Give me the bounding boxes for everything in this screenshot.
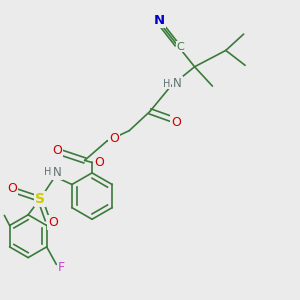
Text: H: H — [44, 167, 51, 177]
Text: O: O — [48, 216, 58, 229]
Text: O: O — [94, 156, 104, 169]
Text: F: F — [58, 261, 65, 274]
Text: S: S — [35, 192, 45, 206]
Text: N: N — [153, 14, 164, 27]
Text: N: N — [173, 77, 182, 90]
Text: O: O — [8, 182, 17, 195]
Text: N: N — [53, 166, 62, 179]
Text: O: O — [52, 143, 62, 157]
Text: O: O — [171, 116, 181, 129]
Text: H: H — [163, 79, 170, 89]
Text: O: O — [110, 132, 119, 145]
Text: C: C — [176, 42, 184, 52]
